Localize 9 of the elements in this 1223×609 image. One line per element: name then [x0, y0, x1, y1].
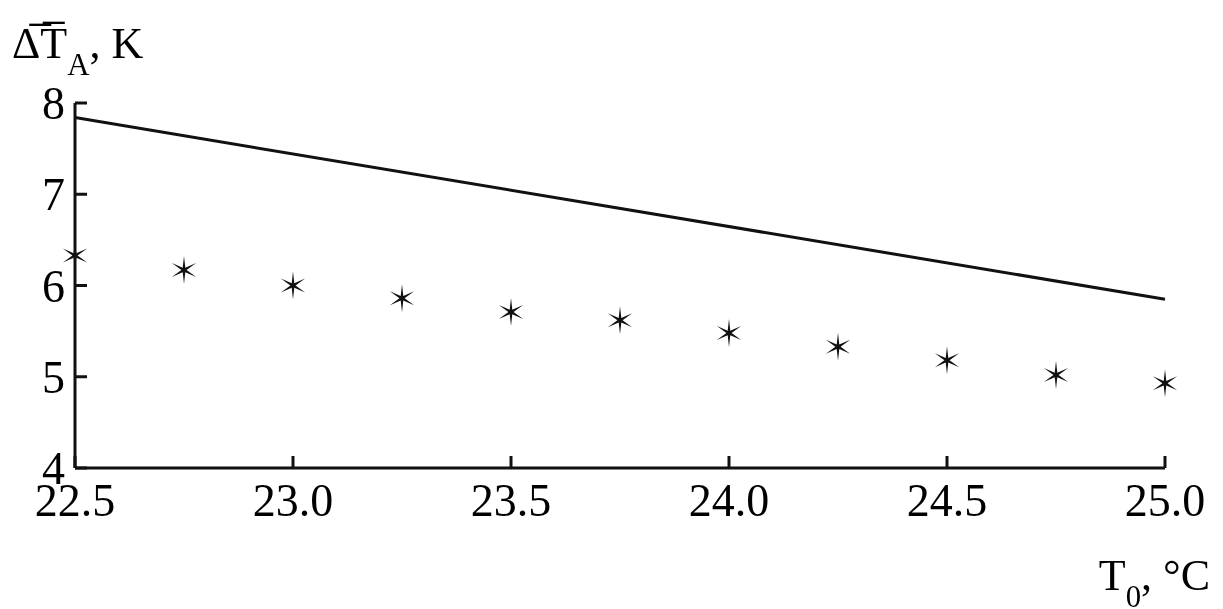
- x-tick-label: 24.0: [688, 475, 770, 526]
- x-tick-label: 25.0: [1124, 475, 1206, 526]
- x-tick-label: 23.0: [252, 475, 334, 526]
- x-axis-title: T$_{0}$, °C: [1098, 551, 1210, 609]
- y-tick-label: 7: [42, 169, 65, 221]
- x-tick-label: 24.5: [906, 475, 988, 526]
- y-tick-label: 6: [42, 260, 65, 312]
- y-tick-label: 5: [42, 351, 65, 403]
- x-tick-label: 23.5: [470, 475, 552, 526]
